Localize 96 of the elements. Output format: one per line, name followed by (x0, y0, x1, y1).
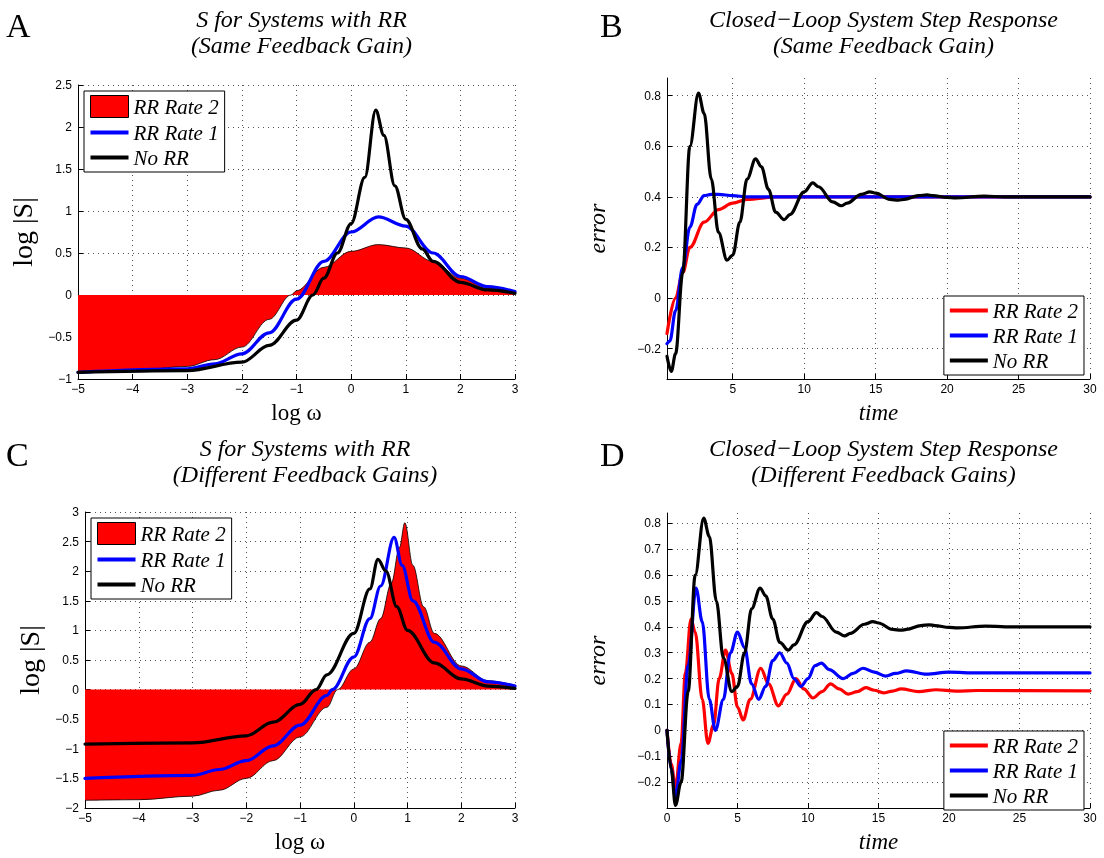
x-axis-title: time (858, 829, 899, 854)
y-tick-label: 0.4 (644, 619, 662, 634)
chart-title: S for Systems with RR (196, 6, 408, 32)
x-tick-label: 15 (871, 811, 886, 825)
x-tick-label: 20 (940, 382, 955, 396)
y-tick-label: −0.2 (637, 341, 662, 356)
y-tick-label: 2.5 (62, 534, 80, 549)
y-tick-label: 0 (654, 291, 662, 306)
x-tick-label: 30 (1083, 382, 1097, 396)
y-tick-label: 0.8 (644, 516, 662, 531)
legend-label: No RR (991, 348, 1049, 373)
x-tick-label: 25 (1012, 811, 1027, 825)
y-tick-label: 1 (72, 623, 80, 638)
x-tick-label: −5 (71, 382, 86, 396)
y-axis-title: error (584, 202, 610, 254)
chart-title: S for Systems with RR (199, 435, 411, 461)
y-tick-label: 0.3 (644, 645, 662, 660)
x-tick-label: 0 (350, 811, 358, 825)
y-tick-label: −1.5 (55, 771, 80, 786)
y-tick-label: 0.4 (644, 189, 662, 204)
x-tick-label: 30 (1083, 811, 1097, 825)
y-tick-label: 0.7 (644, 542, 662, 557)
text: A (6, 6, 31, 44)
y-axis-title: log |S| (6, 197, 38, 267)
x-tick-label: 10 (801, 811, 815, 825)
chart-title: Closed−Loop System Step Response (709, 435, 1059, 461)
y-tick-label: −1 (65, 741, 80, 756)
x-axis-title: log ω (274, 829, 326, 854)
text: B (600, 6, 623, 44)
y-tick-label: 0 (72, 682, 80, 697)
y-tick-label: 0.5 (644, 593, 662, 608)
y-tick-label: 0 (65, 288, 73, 302)
x-tick-label: 1 (402, 382, 410, 396)
chart-subtitle: (Different Feedback Gains) (172, 461, 438, 487)
x-tick-label: 10 (797, 382, 812, 396)
chart-subtitle: (Same Feedback Gain) (772, 32, 995, 58)
y-axis-title: log |S| (13, 625, 45, 695)
x-axis-title: time (858, 400, 899, 425)
y-tick-label: 2 (72, 564, 80, 579)
y-tick-label: 3 (72, 505, 80, 519)
y-tick-label: 0.8 (644, 88, 662, 103)
x-tick-label: 5 (729, 382, 737, 396)
x-tick-label: 0 (663, 811, 671, 825)
x-tick-label: −3 (185, 811, 200, 825)
x-tick-label: −1 (293, 811, 308, 825)
y-tick-label: 0.1 (644, 697, 662, 712)
legend-label: RR Rate 2 (991, 298, 1079, 323)
legend-label: RR Rate 1 (132, 120, 219, 145)
x-tick-label: 0 (347, 382, 355, 396)
y-tick-label: 0.2 (644, 240, 662, 255)
y-tick-label: 0 (654, 723, 662, 738)
chart-title: Closed−Loop System Step Response (709, 6, 1059, 32)
x-tick-label: −3 (180, 382, 195, 396)
x-tick-label: −4 (125, 382, 140, 396)
y-tick-label: 0.5 (62, 653, 80, 667)
x-tick-label: −5 (78, 811, 93, 825)
x-tick-label: 5 (734, 811, 742, 825)
chart-subtitle: (Different Feedback Gains) (751, 461, 1016, 487)
legend-label: RR Rate 2 (132, 94, 220, 119)
y-tick-label: 0.5 (55, 246, 73, 260)
x-tick-label: 3 (511, 811, 519, 825)
y-tick-label: −0.5 (48, 330, 73, 344)
y-axis-title: error (584, 634, 610, 686)
y-tick-label: 2 (65, 120, 73, 134)
legend-label: RR Rate 2 (991, 733, 1079, 758)
y-tick-label: 0.6 (644, 139, 662, 154)
y-tick-label: 1.5 (55, 162, 73, 176)
x-tick-label: −2 (239, 811, 254, 825)
x-tick-label: 1 (404, 811, 412, 825)
y-tick-label: 0.6 (644, 568, 662, 583)
chart-subtitle: (Same Feedback Gain) (190, 32, 413, 58)
legend-label: RR Rate 1 (991, 758, 1078, 783)
y-tick-label: 2.5 (55, 78, 73, 92)
x-tick-label: 15 (868, 382, 883, 396)
x-tick-label: 2 (457, 382, 465, 396)
x-axis-title: log ω (271, 400, 322, 425)
x-tick-label: −4 (131, 811, 146, 825)
text: C (6, 435, 29, 473)
x-tick-label: 3 (511, 382, 519, 396)
x-tick-label: 2 (457, 811, 465, 825)
text: D (600, 435, 625, 473)
legend-label: RR Rate 1 (991, 323, 1078, 348)
y-tick-label: −0.2 (637, 775, 662, 790)
y-tick-label: 0.2 (644, 671, 662, 686)
y-tick-label: −0.1 (637, 749, 662, 764)
legend-label: No RR (991, 783, 1049, 808)
x-tick-label: −1 (289, 382, 304, 396)
x-tick-label: −2 (235, 382, 250, 396)
y-tick-label: 1 (65, 204, 73, 218)
x-tick-label: 20 (942, 811, 956, 825)
y-tick-label: −1 (58, 372, 73, 386)
y-tick-label: 1.5 (62, 593, 80, 608)
x-tick-label: 25 (1011, 382, 1026, 396)
y-tick-label: −0.5 (55, 712, 80, 727)
y-tick-label: −2 (65, 801, 80, 815)
legend-label: No RR (132, 145, 190, 170)
